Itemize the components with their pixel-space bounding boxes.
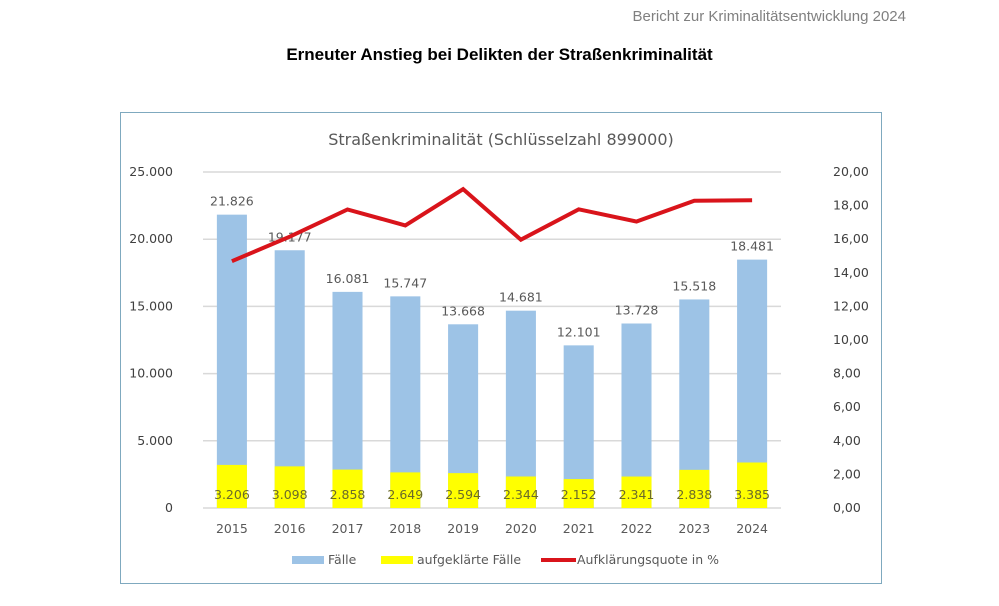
- x-tick-label: 2024: [736, 521, 768, 536]
- bars: [216, 214, 768, 509]
- bar-aufgeklaerte-faelle: [679, 469, 710, 508]
- bar-aufgeklaerte-faelle: [563, 479, 594, 508]
- right-tick-label: 10,00: [833, 332, 869, 347]
- x-tick-label: 2019: [447, 521, 479, 536]
- data-label-faelle: 16.081: [326, 271, 370, 286]
- data-label-faelle: 15.518: [672, 278, 716, 293]
- data-label-aufgeklaerte-faelle: 2.344: [503, 487, 539, 502]
- data-label-faelle: 21.826: [210, 194, 254, 209]
- line-aufklaerungsquote: [231, 186, 753, 264]
- data-label-faelle: 14.681: [499, 290, 543, 305]
- x-tick-label: 2021: [563, 521, 595, 536]
- x-tick-label: 2015: [216, 521, 248, 536]
- x-tick-label: 2023: [678, 521, 710, 536]
- bar-aufgeklaerte-faelle: [332, 469, 363, 508]
- bar-faelle: [216, 214, 247, 508]
- legend-label-aufgeklaerte-faelle: aufgeklärte Fälle: [417, 552, 521, 567]
- data-label-faelle: 18.481: [730, 239, 774, 254]
- right-tick-label: 2,00: [833, 466, 861, 481]
- right-tick-label: 14,00: [833, 265, 869, 280]
- x-tick-label: 2017: [332, 521, 364, 536]
- legend-label-aufklaerungsquote: Aufklärungsquote in %: [577, 552, 719, 567]
- bar-aufgeklaerte-faelle: [737, 462, 768, 508]
- right-tick-label: 12,00: [833, 298, 869, 313]
- legend-swatch-faelle: [292, 556, 324, 564]
- x-axis: 2015 2016 2017 2018 2019 2020 2021 2022 2023 2024: [216, 521, 768, 536]
- data-label-faelle: 12.101: [557, 324, 601, 339]
- left-tick-label: 0: [165, 500, 173, 515]
- left-tick-label: 5.000: [137, 433, 173, 448]
- data-label-aufgeklaerte-faelle: 2.152: [561, 487, 597, 502]
- left-tick-label: 15.000: [129, 298, 173, 313]
- legend-label-faelle: Fälle: [328, 552, 357, 567]
- bar-aufgeklaerte-faelle: [505, 476, 536, 508]
- page-title: Erneuter Anstieg bei Delikten der Straße…: [286, 45, 713, 64]
- legend: Fälle aufgeklärte Fälle Aufklärungsquote…: [292, 552, 719, 567]
- right-tick-label: 0,00: [833, 500, 861, 515]
- left-tick-label: 20.000: [129, 231, 173, 246]
- report-header: Bericht zur Kriminalitätsentwicklung 202…: [632, 8, 906, 25]
- right-tick-label: 8,00: [833, 366, 861, 381]
- chart: Straßenkriminalität (Schlüsselzahl 89900…: [129, 130, 869, 567]
- data-label-aufgeklaerte-faelle: 3.206: [214, 487, 250, 502]
- data-label-aufgeklaerte-faelle: 2.341: [619, 487, 655, 502]
- right-tick-label: 6,00: [833, 399, 861, 414]
- right-tick-label: 4,00: [833, 433, 861, 448]
- bar-aufgeklaerte-faelle: [390, 472, 421, 508]
- left-tick-label: 10.000: [129, 366, 173, 381]
- data-label-aufgeklaerte-faelle: 3.385: [734, 487, 770, 502]
- bar-faelle: [505, 310, 536, 508]
- legend-swatch-aufgeklaerte-faelle: [381, 556, 413, 564]
- data-label-aufgeklaerte-faelle: 2.858: [330, 487, 366, 502]
- data-label-aufgeklaerte-faelle: 2.838: [676, 487, 712, 502]
- chart-title: Straßenkriminalität (Schlüsselzahl 89900…: [328, 130, 674, 149]
- right-tick-label: 18,00: [833, 198, 869, 213]
- data-label-aufgeklaerte-faelle: 2.594: [445, 487, 481, 502]
- data-label-faelle: 15.747: [383, 275, 427, 290]
- left-tick-label: 25.000: [129, 164, 173, 179]
- x-tick-label: 2020: [505, 521, 537, 536]
- data-label-aufgeklaerte-faelle: 3.098: [272, 487, 308, 502]
- bar-aufgeklaerte-faelle: [274, 466, 305, 508]
- x-tick-label: 2022: [621, 521, 653, 536]
- bar-aufgeklaerte-faelle: [448, 473, 479, 508]
- left-axis: 0 5.000 10.000 15.000 20.000 25.000: [129, 164, 173, 515]
- quote-line: [231, 186, 753, 264]
- right-tick-label: 20,00: [833, 164, 869, 179]
- chart-frame: Straßenkriminalität (Schlüsselzahl 89900…: [120, 112, 882, 584]
- x-tick-label: 2016: [274, 521, 306, 536]
- right-axis: 0,00 2,00 4,00 6,00 8,00 10,00 12,00 14,00 16,00…: [833, 164, 869, 515]
- bar-aufgeklaerte-faelle: [621, 476, 652, 508]
- bar-faelle: [274, 250, 305, 509]
- bar-aufgeklaerte-faelle: [216, 464, 247, 508]
- x-tick-label: 2018: [389, 521, 421, 536]
- right-tick-label: 16,00: [833, 231, 869, 246]
- data-label-faelle: 13.728: [615, 302, 659, 317]
- data-label-faelle: 13.668: [441, 303, 485, 318]
- data-label-aufgeklaerte-faelle: 2.649: [387, 487, 423, 502]
